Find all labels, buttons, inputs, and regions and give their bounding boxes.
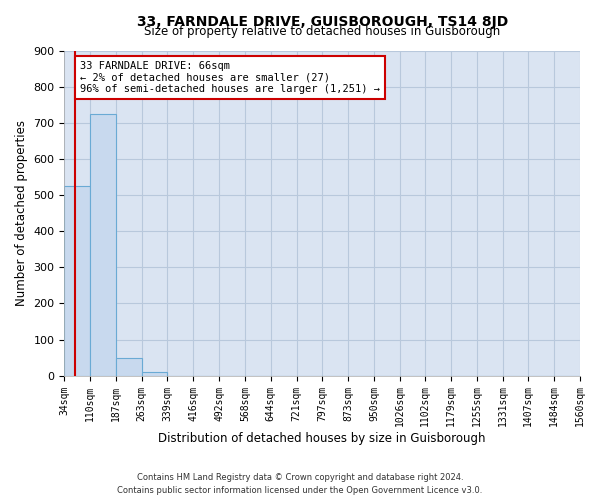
Bar: [142, 372, 167, 376]
Bar: [90, 114, 116, 376]
Bar: [64, 186, 90, 376]
Text: Contains HM Land Registry data © Crown copyright and database right 2024.
Contai: Contains HM Land Registry data © Crown c…: [118, 473, 482, 495]
Text: 33 FARNDALE DRIVE: 66sqm
← 2% of detached houses are smaller (27)
96% of semi-de: 33 FARNDALE DRIVE: 66sqm ← 2% of detache…: [80, 60, 380, 94]
Bar: [116, 358, 142, 376]
Title: 33, FARNDALE DRIVE, GUISBOROUGH, TS14 8JD: 33, FARNDALE DRIVE, GUISBOROUGH, TS14 8J…: [137, 15, 508, 29]
Text: Size of property relative to detached houses in Guisborough: Size of property relative to detached ho…: [144, 25, 500, 38]
Y-axis label: Number of detached properties: Number of detached properties: [15, 120, 28, 306]
X-axis label: Distribution of detached houses by size in Guisborough: Distribution of detached houses by size …: [158, 432, 486, 445]
